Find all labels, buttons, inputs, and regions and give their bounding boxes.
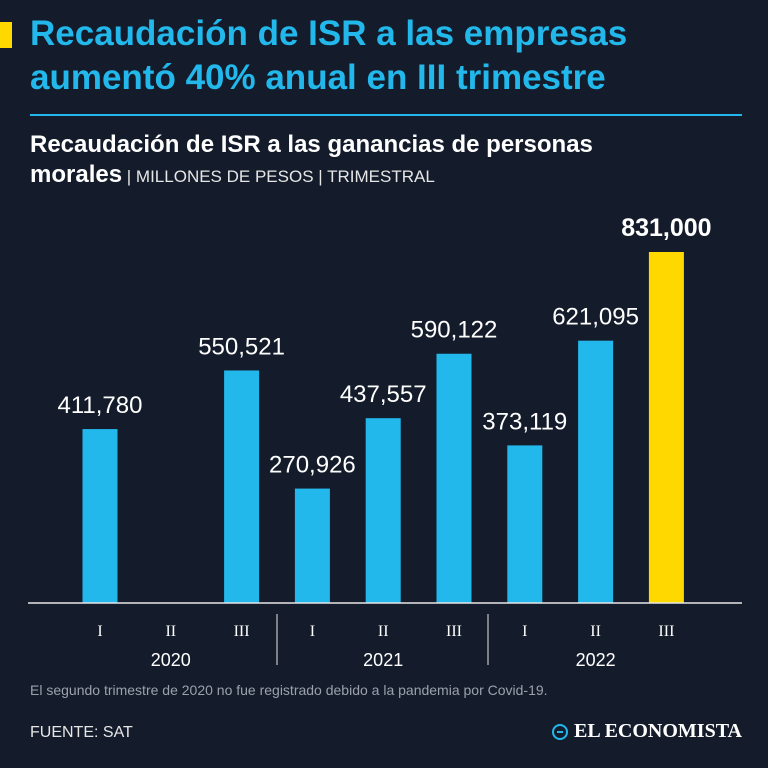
- bar-1: [82, 429, 118, 603]
- accent-bar: [0, 22, 12, 48]
- subtitle-line-1: Recaudación de ISR a las ganancias de pe…: [30, 131, 593, 158]
- subtitle-line-2: morales: [30, 161, 123, 188]
- chart-subtitle: Recaudación de ISR a las ganancias de pe…: [30, 130, 750, 192]
- value-label-7: 373,119: [482, 408, 567, 435]
- value-label-9: 831,000: [621, 214, 711, 242]
- value-label-4: 270,926: [269, 452, 356, 479]
- bar-9: [648, 252, 684, 603]
- quarter-tick-8: II: [590, 623, 601, 640]
- quarter-tick-2: II: [165, 623, 176, 640]
- quarter-tick-5: II: [378, 623, 389, 640]
- title-divider: [30, 114, 742, 116]
- bar-4: [294, 488, 330, 603]
- quarter-tick-3: III: [234, 623, 250, 640]
- bar-5: [365, 418, 401, 603]
- year-label-2021: 2021: [363, 650, 403, 670]
- value-label-6: 590,122: [411, 317, 498, 344]
- brand-logo: EL ECONOMISTA: [552, 720, 742, 743]
- value-label-1: 411,780: [58, 392, 143, 419]
- footnote: El segundo trimestre de 2020 no fue regi…: [30, 682, 548, 698]
- year-label-2022: 2022: [576, 650, 616, 670]
- quarter-tick-7: I: [522, 623, 527, 640]
- headline-line-2: aumentó 40% anual en III trimestre: [30, 58, 606, 97]
- quarter-tick-1: I: [97, 623, 102, 640]
- bar-8: [578, 340, 614, 603]
- quarter-tick-6: III: [446, 623, 462, 640]
- value-label-3: 550,521: [198, 333, 285, 360]
- bar-6: [436, 353, 472, 603]
- quarter-tick-4: I: [310, 623, 315, 640]
- year-label-2020: 2020: [151, 650, 191, 670]
- brand-name: EL ECONOMISTA: [574, 720, 742, 742]
- brand-e-icon: [552, 723, 568, 740]
- bar-7: [507, 445, 543, 603]
- quarter-tick-9: III: [658, 623, 674, 640]
- value-label-5: 437,557: [340, 381, 427, 408]
- bar-3: [224, 370, 260, 603]
- value-label-8: 621,095: [552, 304, 639, 331]
- headline: Recaudación de ISR a las empresas aument…: [30, 12, 750, 100]
- source-label: FUENTE: SAT: [30, 724, 133, 741]
- unit-label: | MILLONES DE PESOS | TRIMESTRAL: [122, 167, 435, 186]
- headline-line-1: Recaudación de ISR a las empresas: [30, 14, 628, 53]
